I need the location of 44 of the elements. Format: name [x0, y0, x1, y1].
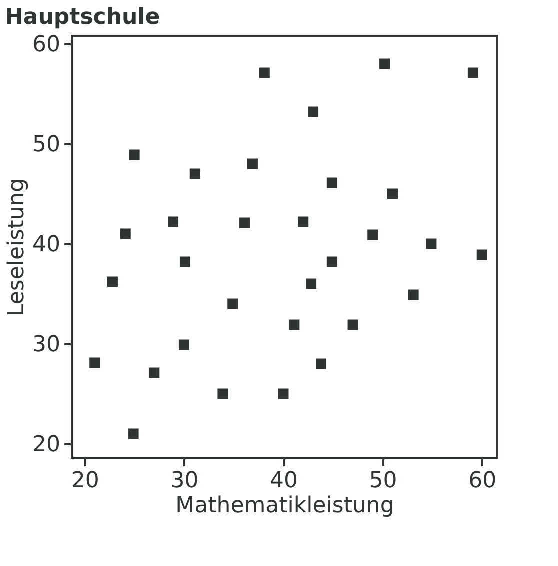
point — [107, 276, 118, 288]
y-tick-label: 50 — [32, 132, 60, 158]
y-axis-title: Leseleistung — [4, 178, 30, 317]
point — [128, 428, 139, 440]
point — [298, 216, 309, 228]
point — [178, 340, 190, 350]
point — [408, 290, 419, 300]
point — [380, 58, 390, 70]
point — [468, 68, 478, 78]
x-tick-label: 20 — [71, 468, 100, 494]
x-tick-label: 60 — [468, 468, 497, 494]
point — [278, 388, 289, 400]
point — [180, 256, 190, 268]
x-tick-label: 30 — [170, 468, 199, 494]
point — [348, 320, 358, 330]
chart-title: Hauptschule — [5, 5, 160, 30]
y-tick-label: 40 — [32, 232, 60, 258]
point — [259, 68, 270, 78]
point — [90, 358, 100, 368]
point — [308, 106, 319, 118]
x-tick-label: 50 — [369, 468, 398, 494]
point — [129, 150, 140, 160]
point — [120, 228, 131, 240]
point — [326, 178, 338, 188]
y-tick-label: 20 — [32, 432, 60, 458]
point — [306, 278, 317, 290]
point — [228, 298, 238, 310]
point — [368, 230, 378, 240]
point — [476, 250, 488, 260]
point — [218, 388, 228, 400]
x-tick-label: 40 — [270, 468, 298, 494]
y-tick-label: 60 — [32, 32, 60, 58]
point — [426, 238, 437, 250]
point — [289, 320, 300, 330]
point — [190, 168, 200, 180]
x-axis-title: Mathematikleistung — [176, 494, 394, 518]
point — [168, 216, 179, 228]
point — [247, 158, 258, 170]
y-tick-label: 30 — [32, 332, 60, 358]
point — [149, 368, 160, 378]
point — [326, 256, 338, 268]
point — [240, 218, 250, 228]
point — [387, 188, 398, 200]
point — [316, 358, 326, 370]
